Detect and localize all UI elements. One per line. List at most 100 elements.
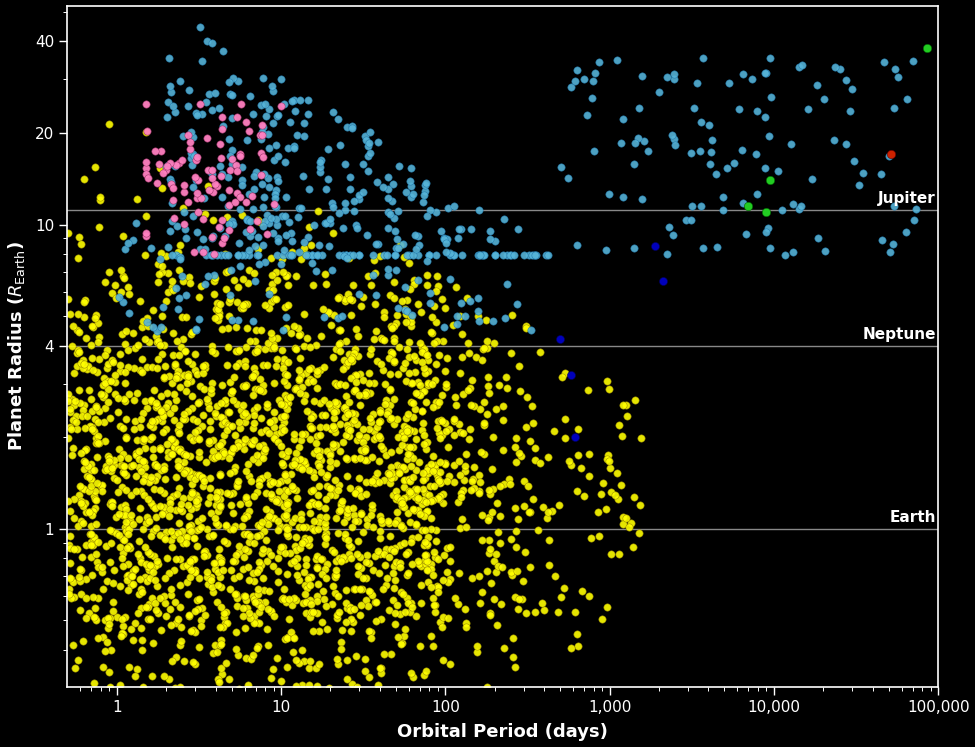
Point (181, 610, 197, 622)
Point (349, 548, 365, 560)
Point (386, 320, 402, 332)
Point (275, 541, 291, 553)
Point (101, 456, 117, 468)
Point (152, 442, 168, 454)
Point (228, 360, 244, 372)
Point (279, 369, 294, 381)
Point (251, 475, 266, 487)
Point (166, 402, 181, 414)
Point (237, 433, 253, 445)
Point (347, 369, 363, 381)
Point (266, 421, 282, 433)
Point (228, 159, 244, 171)
Point (186, 246, 202, 258)
Point (101, 119, 117, 131)
Point (224, 153, 240, 165)
Point (235, 399, 251, 411)
Point (203, 249, 218, 261)
Point (499, 382, 515, 394)
Point (205, 231, 220, 243)
Point (495, 415, 511, 427)
Point (64, 449, 80, 461)
Point (386, 394, 402, 406)
Point (191, 291, 207, 303)
Point (421, 249, 437, 261)
Point (266, 414, 282, 426)
Point (427, 606, 443, 618)
Point (102, 496, 118, 508)
Point (365, 475, 380, 487)
Point (377, 378, 393, 390)
Point (76, 173, 92, 185)
Point (119, 432, 135, 444)
Point (83, 473, 98, 485)
Point (426, 592, 442, 604)
Point (89, 401, 104, 413)
Point (269, 653, 285, 665)
Point (446, 459, 461, 471)
Point (873, 168, 888, 180)
Point (333, 636, 349, 648)
Point (222, 376, 238, 388)
Point (84, 421, 99, 433)
Point (171, 292, 186, 304)
Point (409, 244, 424, 255)
Point (183, 478, 199, 490)
Point (329, 457, 344, 469)
Point (361, 557, 376, 569)
Point (209, 410, 224, 422)
Point (211, 314, 226, 326)
Point (365, 249, 380, 261)
Point (354, 583, 370, 595)
Point (381, 352, 397, 364)
Point (281, 530, 296, 542)
Point (309, 382, 325, 394)
Point (277, 510, 292, 522)
Point (301, 611, 317, 623)
Point (84, 320, 99, 332)
Point (172, 601, 187, 613)
Point (435, 498, 450, 509)
Point (414, 424, 430, 436)
Point (120, 542, 136, 554)
Point (189, 109, 205, 121)
Point (231, 344, 247, 356)
Point (70, 654, 86, 666)
Point (232, 498, 248, 510)
Point (165, 215, 180, 227)
Point (380, 171, 396, 183)
Point (249, 215, 264, 227)
Point (249, 486, 264, 498)
Point (318, 563, 333, 575)
Point (476, 249, 491, 261)
Point (121, 388, 137, 400)
Point (382, 477, 398, 489)
Point (195, 480, 211, 492)
Point (558, 368, 573, 379)
Point (219, 617, 235, 629)
Point (418, 689, 434, 701)
Point (150, 557, 166, 569)
Point (155, 410, 171, 422)
Point (447, 199, 462, 211)
Point (359, 454, 374, 466)
Point (105, 596, 121, 608)
Point (255, 201, 271, 213)
Point (292, 328, 307, 340)
Point (177, 345, 193, 357)
Point (370, 238, 385, 249)
Point (323, 423, 338, 435)
Point (436, 321, 451, 333)
Point (167, 436, 182, 448)
Point (73, 589, 89, 601)
Point (541, 534, 557, 546)
Point (475, 534, 490, 546)
Point (205, 232, 220, 244)
Point (241, 264, 256, 276)
Point (240, 545, 255, 557)
Point (305, 375, 321, 387)
Point (248, 167, 263, 179)
Point (237, 249, 253, 261)
Point (221, 134, 237, 146)
Point (167, 530, 182, 542)
